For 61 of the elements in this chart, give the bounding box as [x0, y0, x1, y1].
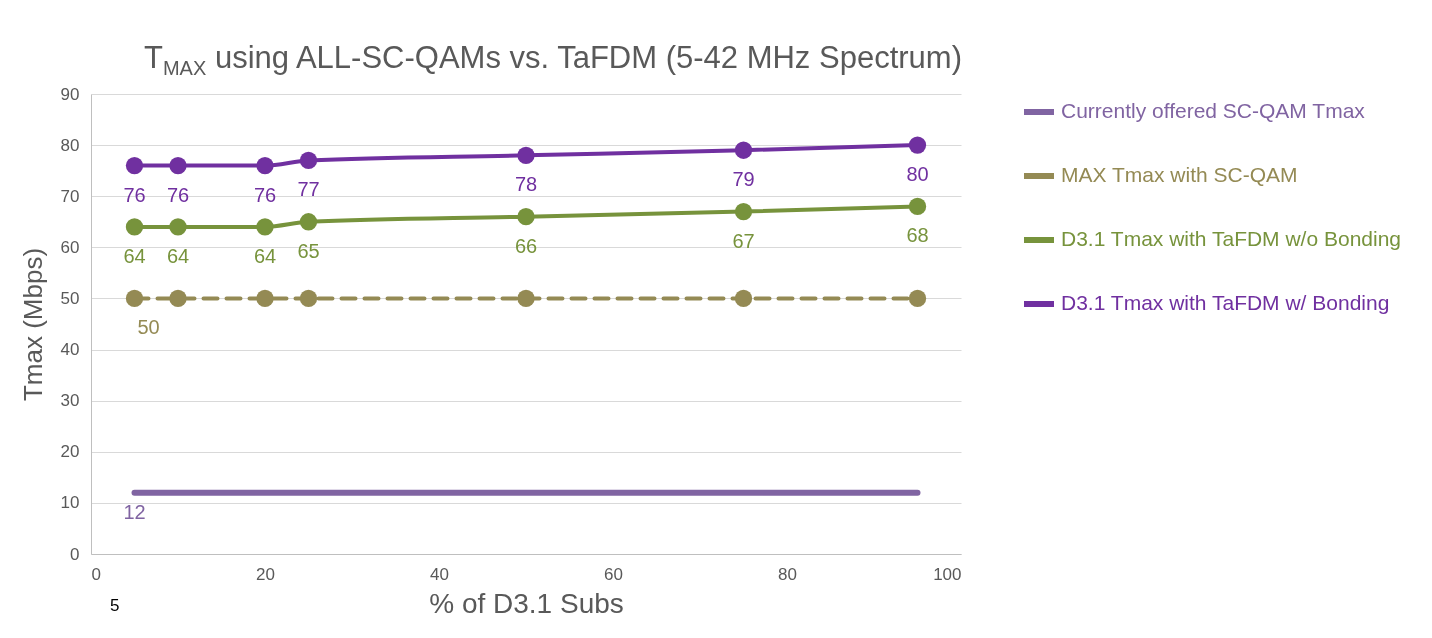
y-tick-label: 40 — [60, 340, 80, 360]
data-label: 77 — [297, 178, 320, 201]
point — [125, 289, 144, 308]
point — [517, 289, 535, 308]
data-label: 76 — [166, 183, 190, 206]
data-label: 12 — [123, 500, 146, 523]
point — [256, 156, 274, 175]
x-axis-title: % of D3.1 Subs — [429, 587, 624, 619]
y-tick-label: 50 — [60, 288, 80, 308]
chart-title: T$_{MAX}$ using ALL-SC-QAMs vs. TaFDM (5-42 MHz Spectrum) — [143, 40, 963, 81]
data-label: 67 — [732, 229, 755, 252]
data-label: 76 — [123, 183, 146, 206]
data-label: 64 — [123, 244, 146, 267]
point — [908, 197, 927, 216]
point — [125, 218, 144, 236]
point — [908, 289, 927, 308]
point — [299, 151, 318, 170]
y-axis-title: Tmax (Mbps) — [17, 247, 48, 402]
data-label: 64 — [166, 244, 190, 267]
data-label: 64 — [253, 244, 277, 267]
point — [299, 289, 318, 308]
legend-label: D3.1 Tmax with TaFDM w/ Bonding — [1061, 291, 1390, 314]
x-tick-label: 0 — [91, 564, 101, 584]
y-tick-label: 20 — [60, 442, 80, 462]
point — [256, 218, 274, 236]
data-label: 66 — [514, 234, 538, 257]
point — [169, 289, 187, 308]
legend-label: D3.1 Tmax with TaFDM w/o Bonding — [1061, 227, 1402, 250]
point — [734, 202, 753, 221]
y-tick-label: 10 — [60, 493, 80, 513]
data-label: 65 — [297, 239, 320, 262]
data-label: 50 — [137, 316, 160, 339]
x-tick-label: 20 — [256, 564, 275, 584]
point — [734, 289, 753, 308]
data-label: 80 — [906, 163, 929, 186]
point — [517, 208, 535, 226]
y-tick-label: 30 — [60, 391, 80, 411]
point — [125, 156, 144, 175]
y-tick-label: 90 — [60, 84, 80, 104]
legend-label: Currently offered SC-QAM Tmax — [1061, 99, 1366, 122]
y-tick-label: 80 — [60, 135, 80, 155]
legend-label: MAX Tmax with SC-QAM — [1061, 163, 1298, 186]
y-tick-label: 0 — [70, 544, 80, 564]
x-tick-label: 60 — [604, 564, 623, 584]
point — [299, 213, 318, 231]
x-tick-label: 80 — [778, 564, 797, 584]
data-label: 76 — [253, 183, 277, 206]
point — [517, 146, 535, 164]
text: 5 — [110, 596, 120, 616]
point — [908, 136, 927, 154]
x-tick-label: 40 — [430, 564, 449, 584]
data-label: 78 — [514, 173, 538, 196]
y-tick-label: 60 — [60, 237, 80, 257]
point — [734, 141, 753, 159]
y-tick-label: 70 — [60, 186, 80, 206]
point — [169, 156, 187, 175]
point — [256, 289, 274, 308]
point — [169, 218, 187, 236]
data-label: 68 — [906, 224, 929, 247]
x-tick-label: 100 — [933, 564, 962, 584]
data-label: 79 — [732, 168, 755, 191]
